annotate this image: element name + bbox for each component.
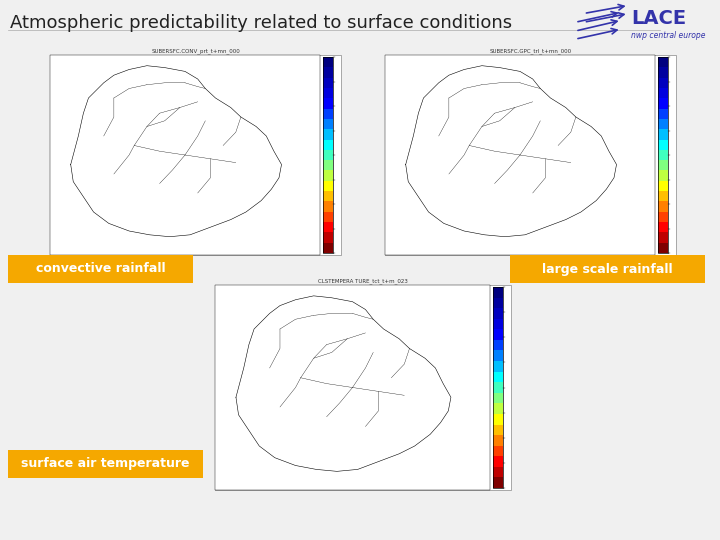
Bar [658,191,668,201]
Bar [493,287,503,488]
Bar [658,139,668,150]
Bar [323,98,333,109]
Bar [385,55,676,255]
Bar [493,414,503,424]
Bar [658,119,668,129]
Bar [493,393,503,403]
Bar [323,232,333,242]
Bar [493,340,503,350]
Bar [493,403,503,414]
Bar [323,191,333,201]
Bar [493,477,503,488]
Text: LACE: LACE [631,9,686,29]
Bar [323,129,333,139]
Bar [493,329,503,340]
Bar [323,78,333,88]
Bar [323,222,333,232]
Bar [323,181,333,191]
Text: surface air temperature: surface air temperature [22,457,190,470]
Bar [658,57,668,253]
Bar [323,201,333,212]
Bar [493,435,503,445]
Bar [658,181,668,191]
Bar [658,222,668,232]
Bar [658,160,668,171]
Bar [8,450,203,478]
Text: CLSTEMPERA TURE_tct_t+m_023: CLSTEMPERA TURE_tct_t+m_023 [318,278,408,284]
Text: large scale rainfall: large scale rainfall [542,262,672,275]
Bar [323,88,333,98]
Text: SUBERSFC.GPC_trl_t+mn_000: SUBERSFC.GPC_trl_t+mn_000 [490,48,572,54]
Bar [323,160,333,171]
Bar [493,308,503,319]
Bar [658,129,668,139]
Bar [323,242,333,253]
Bar [658,201,668,212]
Bar [493,456,503,467]
Bar [658,242,668,253]
Bar [510,255,705,283]
Bar [493,287,503,298]
Bar [493,350,503,361]
Text: Atmospheric predictability related to surface conditions: Atmospheric predictability related to su… [10,14,512,32]
Bar [493,446,503,456]
Bar [658,78,668,88]
Bar [8,255,193,283]
Bar [658,98,668,109]
Bar [658,68,668,78]
Bar [323,150,333,160]
Bar [385,55,655,255]
Bar [323,119,333,129]
Text: SUBERSFC.CONV_prt_t+mn_000: SUBERSFC.CONV_prt_t+mn_000 [151,48,240,54]
Bar [493,424,503,435]
Bar [50,55,341,255]
Bar [323,212,333,222]
Bar [493,372,503,382]
Bar [50,55,320,255]
Bar [215,285,490,490]
Bar [323,139,333,150]
Bar [493,361,503,372]
Bar [658,57,668,68]
Bar [323,68,333,78]
Text: nwp central europe: nwp central europe [631,31,706,40]
Bar [493,467,503,477]
Bar [323,109,333,119]
Bar [658,150,668,160]
Bar [658,109,668,119]
Bar [493,298,503,308]
Bar [658,232,668,242]
Text: convective rainfall: convective rainfall [36,262,166,275]
Bar [493,319,503,329]
Bar [658,88,668,98]
Bar [323,57,333,253]
Bar [215,285,511,490]
Bar [323,171,333,181]
Bar [658,212,668,222]
Bar [323,57,333,68]
Bar [493,382,503,393]
Bar [658,171,668,181]
